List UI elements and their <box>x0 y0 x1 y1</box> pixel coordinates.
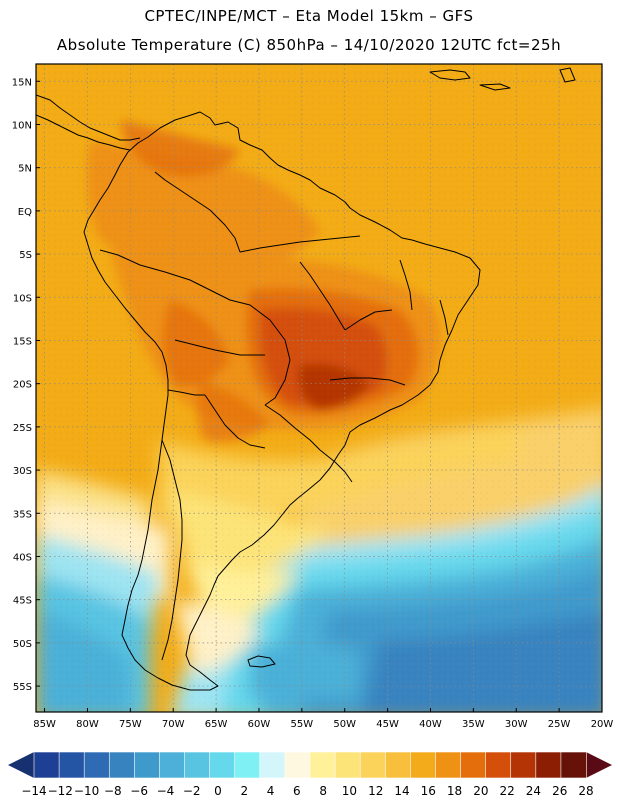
longitude-tick-label: 65W <box>205 719 228 730</box>
colorbar-label: 26 <box>552 784 567 798</box>
latitude-tick-label: 35S <box>13 509 32 520</box>
longitude-tick-label: 60W <box>248 719 271 730</box>
colorbar-label: −8 <box>104 784 122 798</box>
colorbar-label: 22 <box>500 784 515 798</box>
longitude-tick-label: 70W <box>162 719 185 730</box>
longitude-tick-label: 50W <box>333 719 356 730</box>
longitude-tick-label: 75W <box>119 719 142 730</box>
colorbar-left-arrow <box>8 752 34 778</box>
colorbar-cell <box>334 751 361 779</box>
colorbar-cell <box>209 751 236 779</box>
latitude-tick-label: 15N <box>12 77 32 88</box>
longitude-tick-label: 45W <box>376 719 399 730</box>
colorbar-labels: −14 −12 −10 −8 −6 −4 −2 0 2 4 6 8 10 12 14 16 18 20 22 24 26… <box>21 784 593 798</box>
colorbar-cell <box>108 751 136 779</box>
colorbar-label: 24 <box>526 784 541 798</box>
south-america-coastline <box>83 111 481 691</box>
latitude-tick-label: 40S <box>13 552 32 563</box>
colorbar-cell <box>33 751 60 779</box>
colorbar-cell <box>58 751 85 779</box>
colorbar-label: −6 <box>130 784 148 798</box>
latitude-axis: 15N 10N 5N EQ 5S 10S 15S 20S 25S 30S 35S 40S 45S 50S 5… <box>12 77 40 693</box>
colorbar-label: −4 <box>157 784 175 798</box>
colorbar-label: −10 <box>74 784 99 798</box>
colorbar-label: 6 <box>293 784 301 798</box>
colorbar-cell <box>359 751 387 779</box>
colorbar-label: 12 <box>368 784 383 798</box>
colorbar-right-arrow <box>586 752 612 778</box>
colorbar-cell <box>510 751 537 779</box>
colorbar-cell <box>485 751 512 779</box>
colorbar-cell <box>159 751 186 779</box>
latitude-tick-label: 25S <box>13 423 32 434</box>
latitude-tick-label: 10N <box>12 120 32 131</box>
latitude-tick-label: 50S <box>13 639 32 650</box>
colorbar-cell <box>83 751 111 779</box>
latitude-tick-label: 55S <box>13 682 32 693</box>
latitude-tick-label: 10S <box>13 293 32 304</box>
colorbar-label: −2 <box>183 784 201 798</box>
latitude-tick-label: EQ <box>18 207 32 218</box>
colorbar-label: 18 <box>447 784 462 798</box>
colorbar-cell <box>535 751 562 779</box>
colorbar-cell <box>284 751 311 779</box>
colorbar-label: 10 <box>342 784 357 798</box>
colorbar-cell <box>184 751 211 779</box>
latitude-tick-label: 5S <box>19 250 32 261</box>
central-america-coastline <box>36 94 141 141</box>
latitude-tick-label: 5N <box>18 164 32 175</box>
colorbar-label: −14 <box>21 784 46 798</box>
colorbar-cell <box>309 751 336 779</box>
colorbar-cell <box>134 751 161 779</box>
latitude-tick-label: 20S <box>13 380 32 391</box>
colorbar-cell <box>410 751 437 779</box>
colorbar-label: 2 <box>240 784 248 798</box>
longitude-tick-label: 85W <box>33 719 56 730</box>
longitude-tick-label: 35W <box>462 719 485 730</box>
longitude-tick-label: 25W <box>548 719 571 730</box>
colorbar-cell <box>560 751 587 779</box>
colorbar-label: 20 <box>473 784 488 798</box>
colorbar-label: 8 <box>319 784 327 798</box>
latitude-tick-label: 15S <box>13 336 32 347</box>
colorbar-label: 14 <box>394 784 409 798</box>
colorbar-label: 4 <box>267 784 275 798</box>
colorbar-label: −12 <box>48 784 73 798</box>
chart-title-line1: CPTEC/INPE/MCT – Eta Model 15km – GFS <box>144 7 474 25</box>
coastline-borders <box>36 67 576 691</box>
colorbar-label: 16 <box>421 784 436 798</box>
longitude-tick-label: 55W <box>291 719 314 730</box>
graticule-lines <box>36 64 602 712</box>
colorbar-label: 0 <box>214 784 222 798</box>
colorbar-cell <box>384 751 412 779</box>
map-frame <box>35 63 603 713</box>
longitude-axis: 85W 80W 75W 70W 65W 60W 55W 50W 45W 40W 35W 30W 25W 2… <box>33 708 613 730</box>
colorbar-label: 28 <box>578 784 593 798</box>
longitude-tick-label: 30W <box>505 719 528 730</box>
colorbar-cell <box>435 751 462 779</box>
longitude-tick-label: 40W <box>419 719 442 730</box>
colorbar-cell <box>460 751 487 779</box>
longitude-tick-label: 20W <box>591 719 614 730</box>
chart-title-line2: Absolute Temperature (C) 850hPa – 14/10/… <box>56 36 562 54</box>
colorbar-cell <box>259 751 286 779</box>
longitude-tick-label: 80W <box>76 719 99 730</box>
colorbar-cell <box>234 751 261 779</box>
colorbar-cells <box>33 751 587 779</box>
latitude-tick-label: 45S <box>13 596 32 607</box>
colorbar: −14 −12 −10 −8 −6 −4 −2 0 2 4 6 8 10 12 14 16 18 20 22 24 26… <box>8 751 612 798</box>
latitude-tick-label: 30S <box>13 466 32 477</box>
